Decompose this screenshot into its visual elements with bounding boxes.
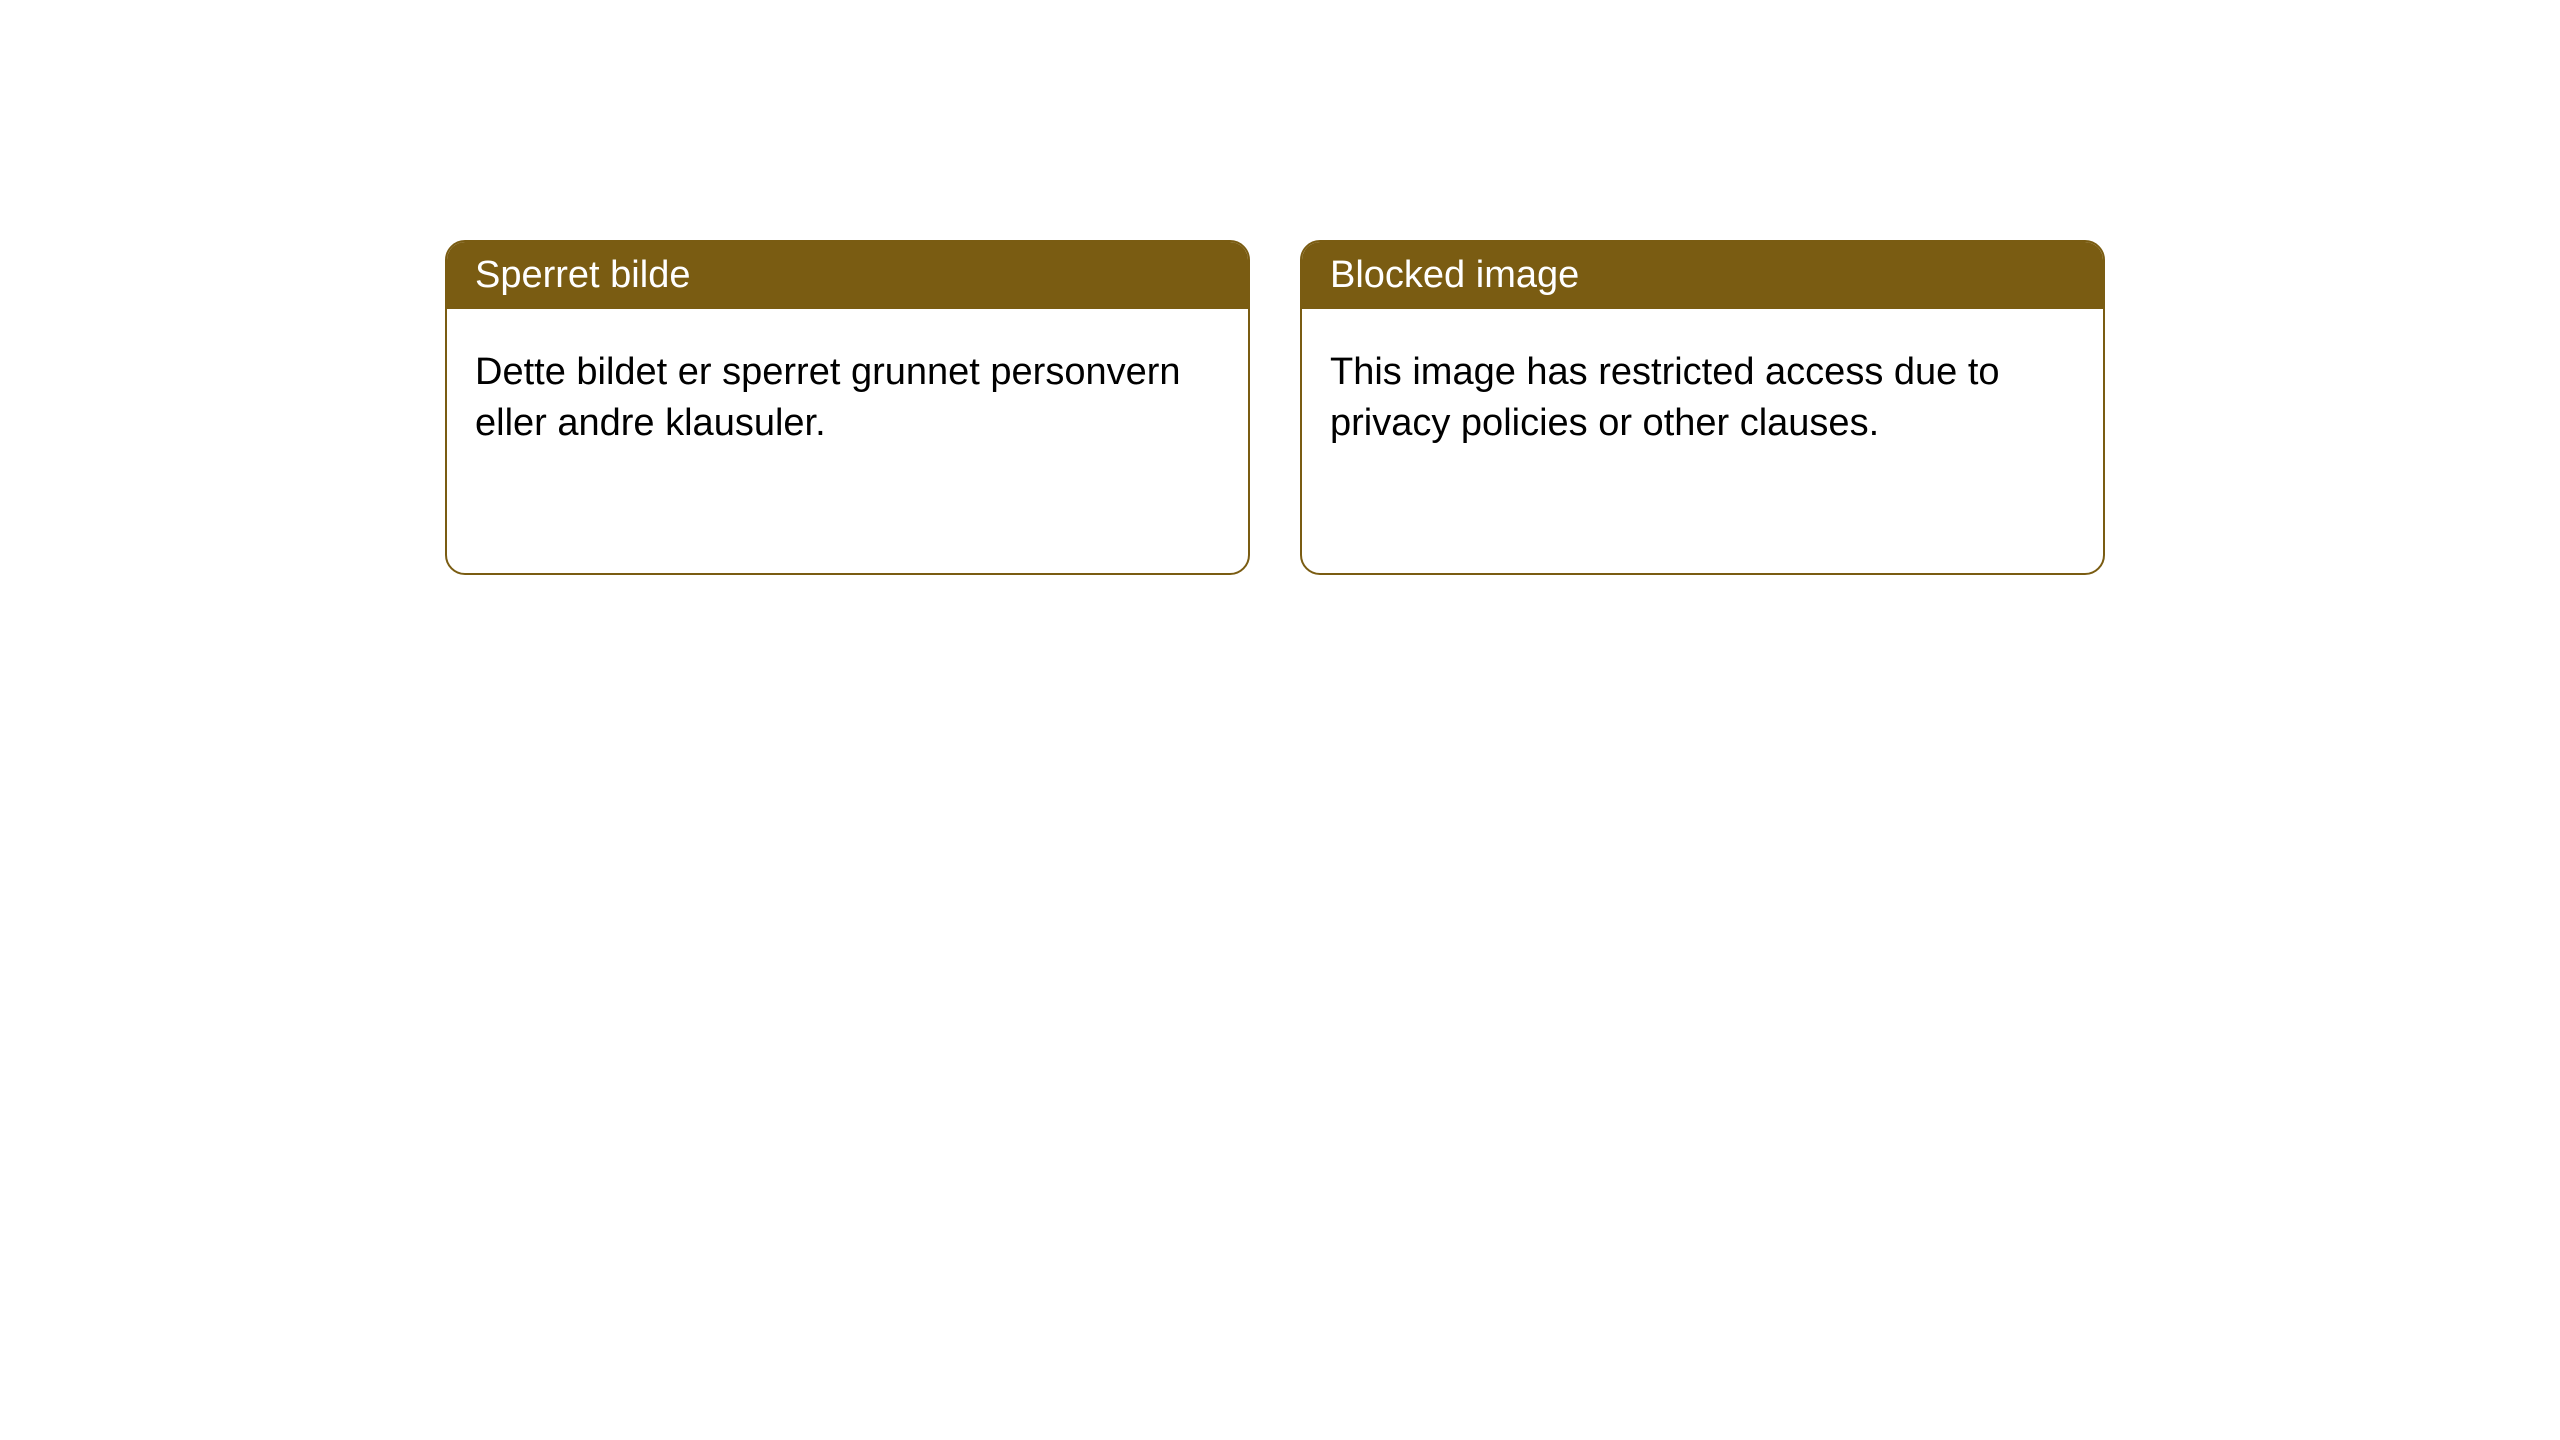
card-header-norwegian: Sperret bilde xyxy=(447,242,1248,309)
card-text: Dette bildet er sperret grunnet personve… xyxy=(475,351,1181,444)
card-body-norwegian: Dette bildet er sperret grunnet personve… xyxy=(447,309,1248,488)
card-title: Blocked image xyxy=(1330,254,1579,296)
card-body-english: This image has restricted access due to … xyxy=(1302,309,2103,488)
cards-container: Sperret bilde Dette bildet er sperret gr… xyxy=(0,0,2560,575)
card-title: Sperret bilde xyxy=(475,254,690,296)
blocked-image-card-english: Blocked image This image has restricted … xyxy=(1300,240,2105,575)
card-header-english: Blocked image xyxy=(1302,242,2103,309)
card-text: This image has restricted access due to … xyxy=(1330,351,2000,444)
blocked-image-card-norwegian: Sperret bilde Dette bildet er sperret gr… xyxy=(445,240,1250,575)
